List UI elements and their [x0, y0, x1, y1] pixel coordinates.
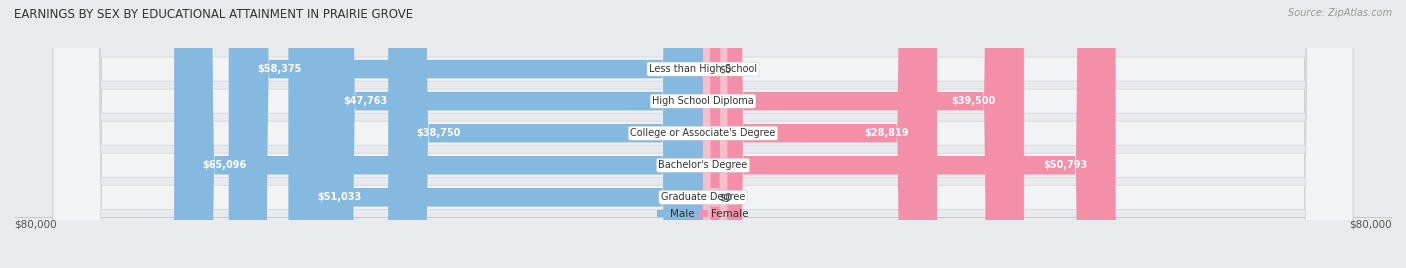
- Text: $38,750: $38,750: [416, 128, 461, 138]
- Text: $0: $0: [720, 192, 731, 202]
- Text: $51,033: $51,033: [316, 192, 361, 202]
- FancyBboxPatch shape: [174, 0, 703, 268]
- Text: $47,763: $47,763: [343, 96, 388, 106]
- Text: Source: ZipAtlas.com: Source: ZipAtlas.com: [1288, 8, 1392, 18]
- FancyBboxPatch shape: [703, 0, 1115, 268]
- Text: Bachelor's Degree: Bachelor's Degree: [658, 160, 748, 170]
- FancyBboxPatch shape: [703, 0, 1024, 268]
- Text: $80,000: $80,000: [14, 220, 56, 230]
- FancyBboxPatch shape: [288, 0, 703, 268]
- Text: $0: $0: [720, 64, 731, 74]
- Text: $39,500: $39,500: [952, 96, 995, 106]
- FancyBboxPatch shape: [703, 0, 938, 268]
- Text: Graduate Degree: Graduate Degree: [661, 192, 745, 202]
- Text: EARNINGS BY SEX BY EDUCATIONAL ATTAINMENT IN PRAIRIE GROVE: EARNINGS BY SEX BY EDUCATIONAL ATTAINMEN…: [14, 8, 413, 21]
- FancyBboxPatch shape: [229, 0, 703, 268]
- Legend: Male, Female: Male, Female: [654, 205, 752, 223]
- FancyBboxPatch shape: [53, 0, 1353, 268]
- Text: Less than High School: Less than High School: [650, 64, 756, 74]
- Text: College or Associate's Degree: College or Associate's Degree: [630, 128, 776, 138]
- Text: High School Diploma: High School Diploma: [652, 96, 754, 106]
- Text: $50,793: $50,793: [1043, 160, 1087, 170]
- Text: $65,096: $65,096: [202, 160, 247, 170]
- Text: $58,375: $58,375: [257, 64, 301, 74]
- Text: $80,000: $80,000: [1350, 220, 1392, 230]
- FancyBboxPatch shape: [53, 0, 1353, 268]
- FancyBboxPatch shape: [53, 0, 1353, 268]
- FancyBboxPatch shape: [703, 0, 727, 268]
- Text: $28,819: $28,819: [865, 128, 908, 138]
- FancyBboxPatch shape: [315, 0, 703, 268]
- FancyBboxPatch shape: [703, 0, 727, 268]
- FancyBboxPatch shape: [388, 0, 703, 268]
- FancyBboxPatch shape: [53, 0, 1353, 268]
- FancyBboxPatch shape: [53, 0, 1353, 268]
